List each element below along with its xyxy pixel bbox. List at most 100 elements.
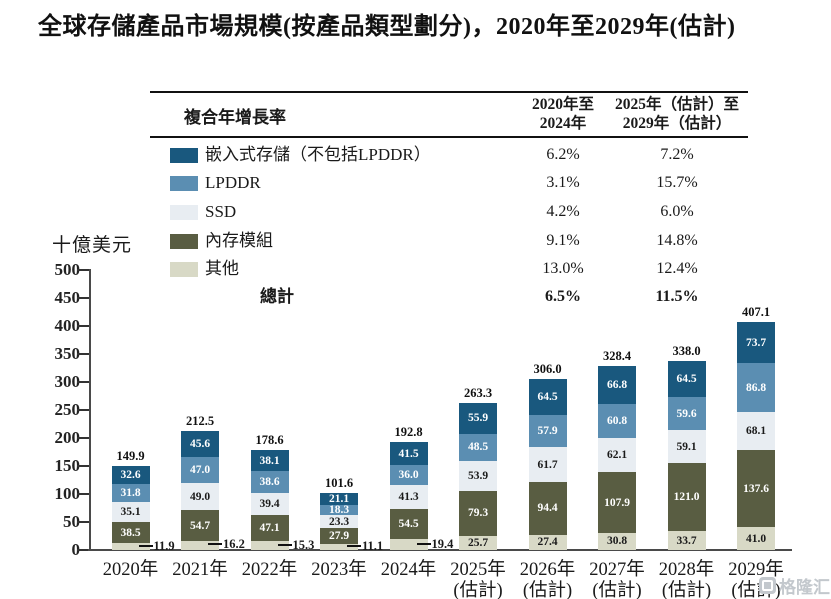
segment-value-label: 36.0: [398, 469, 419, 482]
cagr-header-col2-line1: 2025年（估計）至: [614, 96, 739, 113]
bar-segment-embedded: [528, 378, 567, 415]
y-axis-tick-label: 400: [54, 316, 81, 335]
bar-total-label: 306.0: [533, 361, 562, 376]
cagr-row-total: 總計 6.5% 11.5%: [150, 286, 748, 310]
cagr-value: 13.0%: [542, 260, 584, 277]
cagr-table: 複合年增長率 2020年至 2024年 2025年（估計）至 2029年（估計）…: [150, 88, 748, 310]
other-value-label: 11.9: [153, 538, 175, 553]
bar-segment-other: [250, 541, 289, 550]
bar-segment-lpddr: [737, 363, 775, 412]
cagr-value: 14.8%: [656, 232, 698, 249]
y-axis-tick-mark: [77, 437, 90, 439]
y-axis-tick-mark: [77, 549, 90, 551]
legend-swatch-embedded: [170, 148, 198, 163]
bar-segment-other: [667, 531, 706, 550]
x-axis-estimated-label: (估計): [453, 581, 503, 599]
segment-value-label: 18.3: [328, 503, 350, 516]
x-axis-estimated-label: (估計): [592, 581, 642, 599]
y-axis-tick-label: 500: [54, 260, 81, 279]
y-axis-tick-mark: [77, 381, 90, 383]
bar-segment-memory-module: [250, 515, 289, 542]
y-axis-tick-mark: [77, 493, 90, 495]
x-axis-estimated-label: (估計): [661, 581, 712, 599]
bar-total-label: 212.5: [185, 414, 215, 428]
y-axis-tick-mark: [77, 297, 90, 299]
y-axis-unit-label: 十億美元: [52, 235, 133, 256]
legend-label-lpddr: LPDDR: [205, 173, 261, 192]
bar-segment-memory-module: [459, 491, 497, 536]
segment-value-label: 32.6: [120, 469, 141, 482]
total-label: 總計: [260, 287, 294, 306]
cagr-value: 7.2%: [660, 146, 694, 163]
bar-segment-other: [737, 527, 775, 550]
x-axis-category-label: 2025年: [450, 560, 506, 580]
bar-segment-ssd: [181, 482, 219, 511]
y-axis-tick-mark: [77, 353, 90, 355]
cagr-row-ssd: SSD 4.2% 6.0%: [150, 201, 748, 225]
cagr-row-memory-module: 內存模組 9.1% 14.8%: [150, 230, 748, 254]
y-axis-tick-mark: [77, 465, 90, 467]
segment-value-label: 86.8: [745, 381, 767, 394]
bar-segment-other: [111, 543, 150, 550]
bar-total-label: 192.8: [394, 425, 423, 440]
legend-swatch-memory-module: [170, 234, 198, 249]
bar-segment-embedded: [111, 466, 150, 485]
other-value-label: 16.2: [223, 537, 245, 552]
legend-swatch-other: [170, 262, 198, 277]
cagr-header-label: 複合年增長率: [184, 108, 286, 127]
segment-value-label: 25.7: [467, 536, 489, 549]
bar-segment-embedded: [737, 321, 775, 364]
cagr-value: 4.2%: [546, 203, 580, 220]
bar-segment-memory-module: [737, 449, 775, 528]
bar-segment-ssd: [320, 515, 358, 529]
bar-total-label: 263.3: [463, 385, 493, 400]
cagr-header-col-2025-2029: 2025年（估計）至 2029年（估計）: [602, 95, 752, 133]
other-value-label: 19.4: [431, 536, 454, 551]
segment-value-label: 49.0: [189, 490, 211, 503]
other-value-leader-line: [138, 544, 153, 547]
cagr-total-value: 11.5%: [655, 288, 699, 305]
legend-swatch-ssd: [170, 205, 198, 220]
segment-value-label: 21.1: [328, 492, 350, 505]
other-value-leader-line: [277, 543, 292, 546]
table-top-rule: [150, 91, 748, 93]
bar-segment-ssd: [667, 430, 706, 464]
x-axis-category-label: 2028年: [658, 560, 715, 580]
bar-segment-memory-module: [598, 472, 636, 533]
segment-value-label: 45.6: [189, 437, 211, 450]
segment-value-label: 62.1: [606, 448, 628, 461]
bar-segment-other: [459, 535, 497, 550]
bar-segment-ssd: [250, 492, 289, 516]
segment-value-label: 33.7: [676, 534, 697, 547]
y-axis-tick-mark: [77, 269, 90, 271]
bar-segment-ssd: [528, 447, 567, 482]
y-axis-tick-label: 250: [54, 400, 81, 419]
segment-value-label: 38.6: [259, 476, 280, 489]
segment-value-label: 38.1: [259, 454, 280, 467]
segment-value-label: 47.1: [259, 522, 280, 535]
segment-value-label: 48.5: [467, 441, 489, 454]
bar-total-label: 338.0: [672, 343, 701, 358]
bar-segment-embedded: [181, 431, 219, 457]
cagr-header-col1-line2: 2024年: [539, 115, 587, 132]
cagr-header-col1-line1: 2020年至: [531, 96, 594, 113]
legend-swatch-lpddr: [170, 176, 198, 191]
segment-value-label: 60.8: [606, 414, 628, 427]
bar-segment-embedded: [320, 493, 358, 505]
bar-segment-memory-module: [320, 528, 358, 544]
cagr-value: 6.2%: [546, 146, 580, 163]
bar-segment-memory-module: [528, 481, 567, 535]
legend-label-ssd: SSD: [205, 202, 237, 221]
bar-total-label: 149.9: [116, 449, 145, 464]
bar-segment-ssd: [459, 461, 497, 492]
segment-value-label: 107.9: [604, 496, 630, 509]
y-axis-line: [89, 269, 91, 551]
bar-segment-other: [320, 543, 358, 550]
table-header-rule: [150, 136, 748, 138]
bar-segment-ssd: [389, 485, 428, 509]
bar-segment-lpddr: [320, 504, 358, 516]
segment-value-label: 27.4: [537, 536, 558, 549]
x-axis-category-label: 2020年: [102, 560, 159, 580]
y-axis-tick-mark: [77, 409, 90, 411]
bar-segment-other: [528, 534, 567, 550]
